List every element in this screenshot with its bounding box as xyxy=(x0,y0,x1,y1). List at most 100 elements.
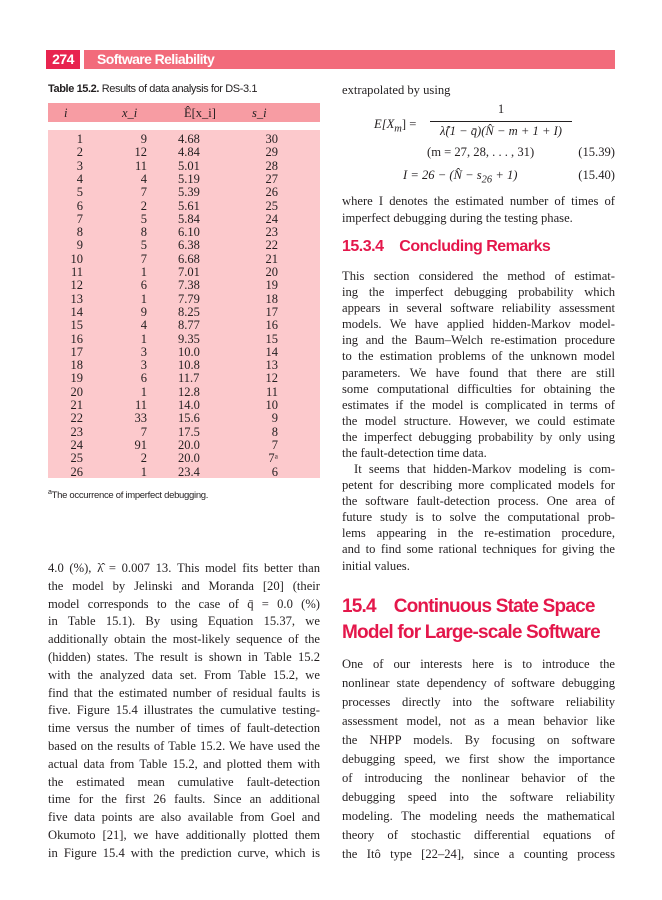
table-cell: 6.10 xyxy=(178,225,200,240)
text-line: parameters. We have found that there are… xyxy=(342,365,615,380)
table-row: 19 6 11.7 12 xyxy=(48,371,320,386)
concluding-paragraph-2: It seems that hidden-Markov modeling is … xyxy=(342,461,615,574)
table-cell: 17.5 xyxy=(178,424,200,439)
intro-text: extrapolated by using xyxy=(342,83,451,97)
table-cell: 7 xyxy=(140,251,147,266)
table-cell: 8.77 xyxy=(178,318,200,333)
equation-15-39-lhs: E[Xm] = xyxy=(374,117,417,135)
page-number: 274 xyxy=(46,50,80,69)
table-cell: 10 xyxy=(70,251,84,266)
table-cell: 7.79 xyxy=(178,291,200,306)
table-cell: 1 xyxy=(140,265,147,279)
text-line: the software fault-detection process. On… xyxy=(342,494,615,509)
table-cell: 7.38 xyxy=(178,278,200,293)
table-row: 3 11 5.01 28 xyxy=(48,158,320,173)
table-row: 21 11 14.0 10 xyxy=(48,398,320,412)
text-line: processes directly into the software rel… xyxy=(342,695,615,709)
equation-number-15-40: (15.40) xyxy=(578,168,615,182)
table-cell: 26 xyxy=(70,464,84,479)
table-cell: 6.38 xyxy=(178,238,200,253)
table-cell: 10.8 xyxy=(178,358,200,373)
table-cell: 1 xyxy=(140,331,147,346)
table-cell: 5.39 xyxy=(178,185,200,200)
footnote-text: The occurrence of imperfect debugging. xyxy=(51,490,209,502)
table-cell: 14 xyxy=(70,304,84,319)
table-cell: 5.61 xyxy=(178,198,200,213)
table-cell: 9 xyxy=(76,238,83,253)
text-line: debugging speed, we first show the impor… xyxy=(342,752,615,766)
table-row: 14 9 8.25 17 xyxy=(48,304,320,319)
text-line: the model structure. However, we could e… xyxy=(342,413,615,428)
table-cell: 1 xyxy=(140,464,147,479)
text-line: initial values. xyxy=(342,558,410,573)
table-row: 18 3 10.8 13 xyxy=(48,358,320,373)
table-cell: 11 xyxy=(265,384,278,399)
table-cell: 23 xyxy=(70,424,84,439)
table-cell: 22 xyxy=(70,411,84,426)
table-cell: 1 xyxy=(140,291,147,306)
text-line: five. Figure 15.4 illustrates the cumula… xyxy=(48,703,320,718)
text-line: and to find some rational techniques for… xyxy=(342,542,615,557)
table-cell: 17 xyxy=(265,304,279,319)
text-line: of introducing the nonlinear behavior of… xyxy=(342,771,615,785)
table-cell: 7 xyxy=(76,211,83,226)
section-heading-continuous-state-space: 15.4 Continuous State Space Model for Lar… xyxy=(342,596,601,643)
table-cell: 7 xyxy=(140,424,147,439)
table-cell: 4 xyxy=(140,171,147,186)
column-header-i: i xyxy=(64,106,68,120)
text-line: model corresponds to the case of q̄ = 0.… xyxy=(48,596,320,611)
text-line: future study is to solve the computation… xyxy=(342,510,615,525)
table-cell: 20.0 xyxy=(178,437,200,452)
text-line: the fault-detection time data. xyxy=(342,446,487,461)
table-cell: 19 xyxy=(265,278,279,293)
table-cell: 3 xyxy=(140,344,147,359)
table-cell: 20.0 xyxy=(178,451,200,466)
text-line: the Itô type [22–24], since a counting p… xyxy=(342,847,615,861)
table-cell: 3 xyxy=(76,158,83,173)
table-footnote: aThe occurrence of imperfect debugging. xyxy=(48,489,208,501)
table-cell: 13 xyxy=(265,358,279,373)
table-cell: 14.0 xyxy=(178,398,200,412)
table-row: 16 1 9.35 15 xyxy=(48,331,320,346)
table-cell: 18 xyxy=(265,291,279,306)
table-cell: 4 xyxy=(76,171,83,186)
table-cell: 14 xyxy=(265,344,279,359)
table-body xyxy=(48,130,320,478)
table-cell: 16 xyxy=(265,318,279,333)
table-cell: 17 xyxy=(70,344,84,359)
equation-15-39-numerator: 1 xyxy=(497,102,505,116)
table-cell: 20 xyxy=(70,384,84,399)
text-line: This section considered the method of es… xyxy=(342,269,615,283)
text-line: in Figure 15.4 with the prediction curve… xyxy=(48,845,320,860)
table-cell: 1 xyxy=(140,384,147,399)
text-line: time versus the number of times of fault… xyxy=(48,721,320,736)
table-row: 22 33 15.6 9 xyxy=(48,411,320,426)
table-cell: 9 xyxy=(140,132,147,146)
fraction-bar xyxy=(430,121,572,122)
table-cell: 6 xyxy=(271,464,278,479)
table-cell: 12 xyxy=(265,371,279,386)
table-cell: 29 xyxy=(265,145,279,160)
table-cell: 24 xyxy=(265,211,279,226)
table-cell: 3 xyxy=(140,358,147,373)
table-row: 6 2 5.61 25 xyxy=(48,198,320,213)
table-row: 10 7 6.68 21 xyxy=(48,251,320,266)
table-row: 2 12 4.84 29 xyxy=(48,145,320,160)
table-cell: 10.0 xyxy=(178,344,200,359)
table-cell: 2 xyxy=(140,451,147,466)
table-cell: 91 xyxy=(134,437,148,452)
table-row: 20 1 12.8 11 xyxy=(48,384,320,399)
where-text: where I denotes the estimated number of … xyxy=(342,193,615,226)
table-cell: 6 xyxy=(140,278,147,293)
text-line: modeling. The modeling needs the mathema… xyxy=(342,809,615,823)
table-cell: 4.68 xyxy=(178,132,200,146)
table-cell: 11 xyxy=(134,158,147,173)
footnote-mark: a xyxy=(48,489,52,496)
table-cell: 2 xyxy=(140,198,147,213)
column-header-s: s_i xyxy=(252,106,267,120)
table-cell: 23.4 xyxy=(178,464,200,479)
table-cell: 5.01 xyxy=(178,158,200,173)
table-cell: 8 xyxy=(140,225,147,240)
text-line: the NHPP models. By focusing on software xyxy=(342,733,615,747)
table-row: 15 4 8.77 16 xyxy=(48,318,320,333)
